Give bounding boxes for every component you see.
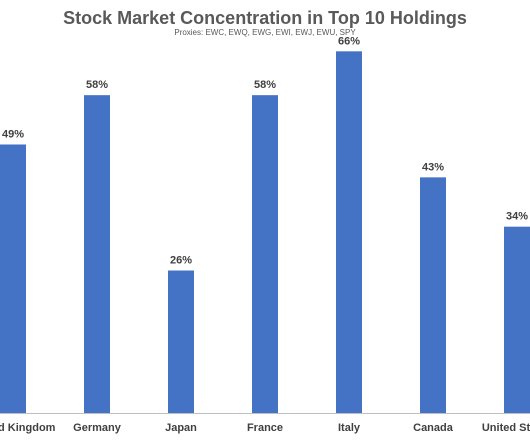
x-tick-label: United Kingdom [0, 422, 56, 434]
bars-group [0, 51, 530, 414]
bar-united-states [504, 226, 530, 413]
bar-germany [84, 95, 110, 413]
value-label: 58% [254, 79, 276, 91]
x-tick-label: France [247, 422, 283, 434]
value-label: 66% [338, 35, 360, 47]
value-label: 34% [506, 211, 528, 223]
value-label: 26% [170, 255, 192, 267]
value-label: 58% [86, 79, 108, 91]
x-tick-label: Germany [73, 422, 122, 434]
bar-canada [420, 177, 446, 413]
value-label: 43% [422, 161, 444, 173]
bar-italy [336, 51, 362, 413]
value-labels-group: 49% 58% 26% 58% 66% 43% 34% [2, 35, 528, 266]
x-tick-label: Italy [338, 422, 361, 434]
x-tick-labels-group: United Kingdom Germany Japan France Italy Can… [0, 422, 530, 434]
bar-united-kingdom [0, 144, 26, 414]
value-label: 49% [2, 128, 24, 140]
chart-subtitle: Proxies: EWC, EWQ, EWG, EWI, EWJ, EWU, S… [174, 28, 356, 37]
bar-france [252, 95, 278, 413]
x-tick-label: United States [482, 422, 530, 434]
x-tick-label: Canada [413, 422, 454, 434]
chart-title: Stock Market Concentration in Top 10 Hol… [63, 8, 467, 28]
bar-japan [168, 270, 194, 413]
x-tick-label: Japan [165, 422, 197, 434]
